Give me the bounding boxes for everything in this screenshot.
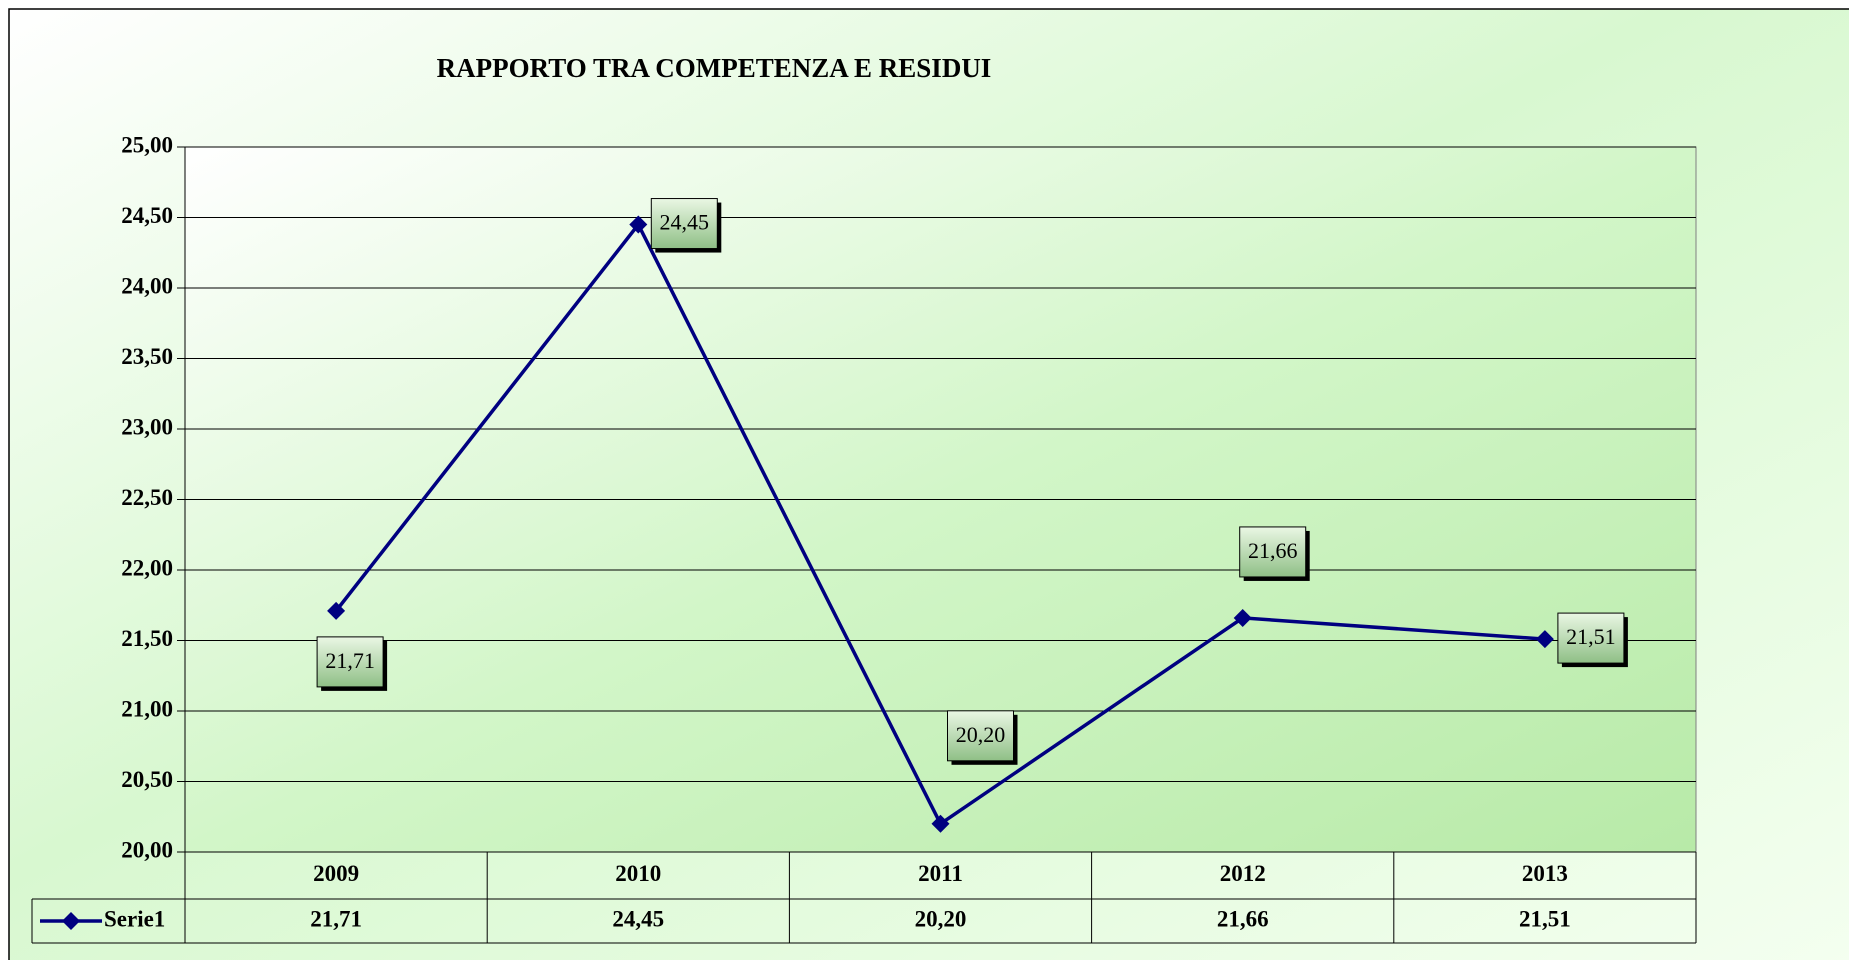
table-value: 21,66: [1217, 906, 1269, 931]
y-tick-label: 21,00: [121, 696, 173, 721]
marker: [1233, 608, 1252, 627]
table-value: 24,45: [612, 906, 664, 931]
data-label: 21,71: [325, 648, 375, 673]
x-tick-label: 2009: [313, 861, 359, 886]
table-value: 21,71: [310, 906, 362, 931]
y-tick-label: 24,50: [121, 203, 173, 228]
label-box: [947, 710, 1014, 762]
y-tick-label: 20,50: [121, 767, 173, 792]
chart-title: RAPPORTO TRA COMPETENZA E RESIDUI: [437, 53, 992, 83]
y-tick-label: 23,00: [121, 414, 173, 439]
table-value: 21,51: [1519, 906, 1571, 931]
y-tick-label: 20,00: [121, 837, 173, 862]
marker: [1535, 630, 1554, 649]
y-tick-label: 21,50: [121, 626, 173, 651]
y-tick-label: 25,00: [121, 132, 173, 157]
y-tick-label: 23,50: [121, 344, 173, 369]
label-box: [316, 636, 384, 688]
legend-marker: [62, 912, 80, 930]
y-tick-label: 24,00: [121, 273, 173, 298]
table-value: 20,20: [915, 906, 967, 931]
x-tick-label: 2011: [918, 861, 963, 886]
y-tick-label: 22,50: [121, 485, 173, 510]
marker: [327, 601, 346, 620]
x-tick-label: 2012: [1220, 861, 1266, 886]
marker: [931, 814, 950, 833]
data-label: 21,51: [1566, 624, 1616, 649]
x-tick-label: 2010: [615, 861, 661, 886]
x-tick-label: 2013: [1522, 861, 1568, 886]
y-tick-label: 22,00: [121, 555, 173, 580]
label-box: [1239, 526, 1307, 578]
label-box: [1557, 612, 1625, 664]
data-label: 24,45: [660, 210, 710, 235]
legend-label: Serie1: [104, 906, 165, 931]
data-label: 21,66: [1248, 538, 1298, 563]
label-box: [650, 198, 718, 250]
marker: [629, 215, 648, 234]
data-label: 20,20: [956, 722, 1006, 747]
